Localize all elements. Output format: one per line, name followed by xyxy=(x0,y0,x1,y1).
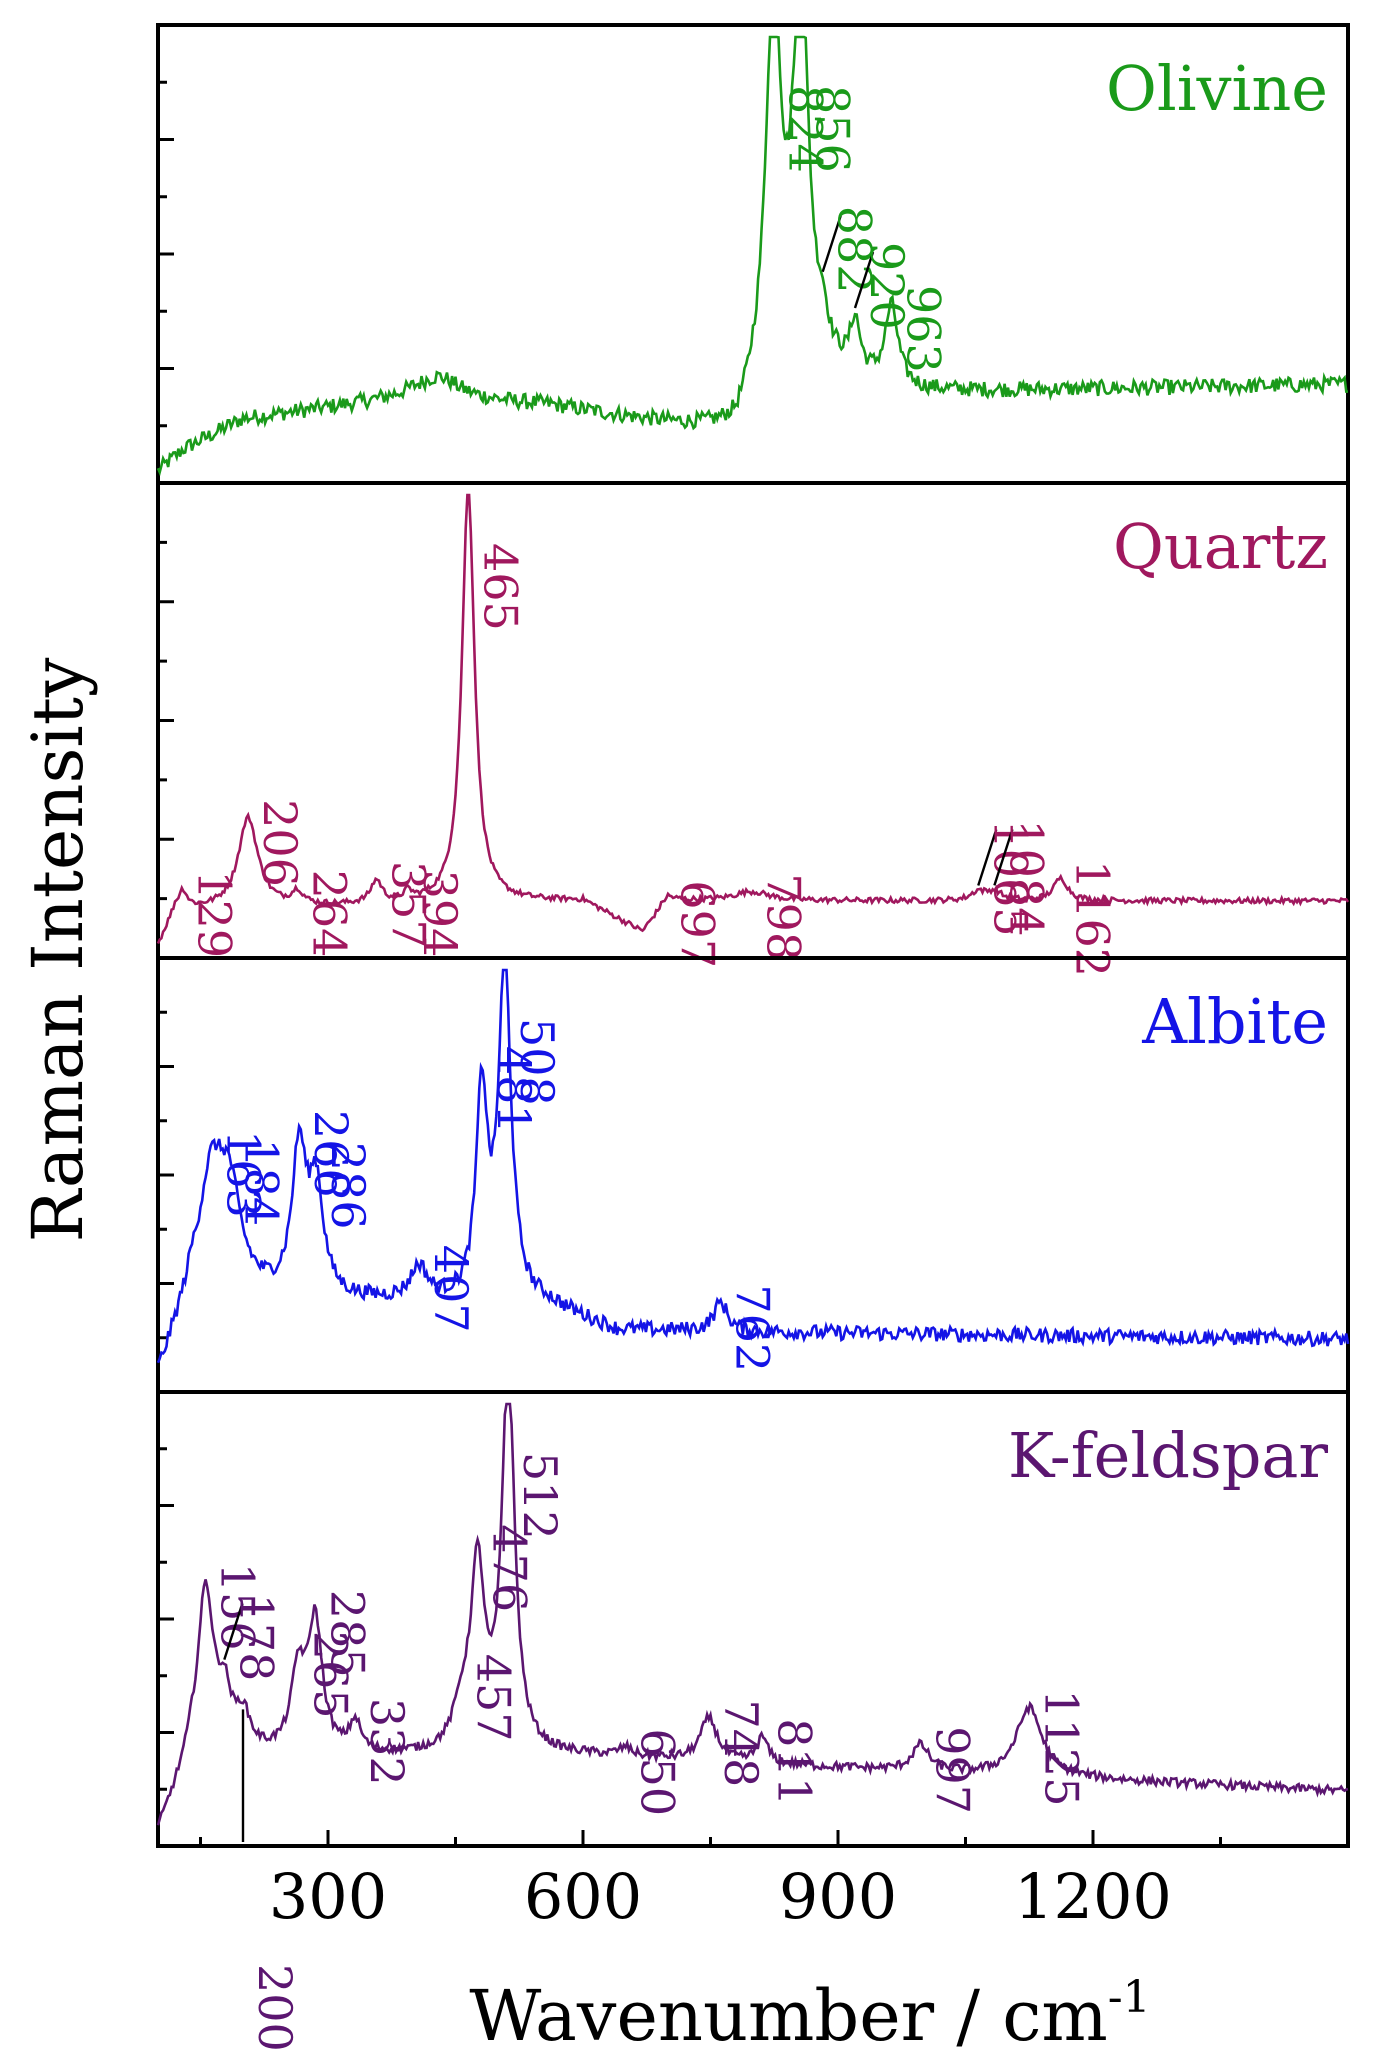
peak-label: 178 xyxy=(229,1594,283,1682)
series-line-albite xyxy=(156,968,1350,1364)
peak-leader-line xyxy=(223,1603,244,1660)
peak-label: 748 xyxy=(714,1700,768,1788)
x-axis-label-text: Wavenumber / cm xyxy=(469,1975,1107,2056)
peak-label: 266 xyxy=(304,1110,358,1198)
peak-label: 963 xyxy=(897,285,951,373)
series-line-quartz xyxy=(156,493,1350,945)
peak-label: 920 xyxy=(860,242,914,330)
peak-label: 997 xyxy=(925,1726,979,1814)
peak-label: 407 xyxy=(424,1245,478,1333)
panel-title: Quartz xyxy=(1113,510,1328,583)
peak-label: 476 xyxy=(483,1524,537,1612)
peak-label: 156 xyxy=(211,1563,265,1651)
y-axis-label: Raman Intensity xyxy=(17,657,99,1242)
peak-label: 882 xyxy=(828,206,882,294)
panel-title: K-feldspar xyxy=(1008,1419,1328,1492)
peak-label: 457 xyxy=(466,1654,520,1742)
peak-label: 824 xyxy=(778,85,832,173)
peak-label: 285 xyxy=(320,1590,374,1678)
peak-label: 798 xyxy=(756,873,810,961)
peak-label: 508 xyxy=(510,1018,564,1106)
peak-label: 129 xyxy=(188,870,242,958)
x-axis-label: Wavenumber / cm-1 xyxy=(469,1972,1150,2056)
x-tick-label: 1200 xyxy=(1014,1860,1172,1933)
peak-label: 762 xyxy=(726,1284,780,1372)
x-tick-label: 600 xyxy=(524,1860,642,1933)
peak-label: 200 xyxy=(248,1964,302,2052)
peak-label: 206 xyxy=(253,799,307,887)
peak-label: 332 xyxy=(360,1698,414,1786)
peak-label: 465 xyxy=(473,543,527,631)
peak-label: 265 xyxy=(303,1631,357,1719)
peak-label: 856 xyxy=(806,85,860,173)
peak-label: 1125 xyxy=(1034,1689,1088,1806)
peak-label: 286 xyxy=(321,1142,375,1230)
peak-label: 357 xyxy=(382,861,436,949)
x-axis-label-superscript: -1 xyxy=(1108,1972,1151,2023)
x-tick-label: 300 xyxy=(269,1860,387,1933)
peak-label: 163 xyxy=(217,1130,271,1218)
peak-label: 481 xyxy=(487,1046,541,1134)
panel-title: Albite xyxy=(1141,985,1328,1058)
series-line-k-feldspar xyxy=(156,1402,1349,1826)
peak-label: 512 xyxy=(513,1452,567,1540)
peak-label: 697 xyxy=(671,880,725,968)
peak-leader-line xyxy=(821,215,842,273)
peak-leader-line xyxy=(977,829,998,886)
peak-leader-line xyxy=(993,829,1014,886)
peak-label: 650 xyxy=(631,1728,685,1816)
peak-label: 811 xyxy=(767,1718,821,1806)
x-tick-label: 900 xyxy=(779,1860,897,1933)
peak-label: 264 xyxy=(302,870,356,958)
panel-title: Olivine xyxy=(1106,52,1328,125)
peak-label: 184 xyxy=(234,1138,288,1226)
series-line-olivine xyxy=(156,35,1349,477)
peak-leader-line xyxy=(853,251,875,309)
peak-label: 1084 xyxy=(999,819,1053,936)
peak-label: 394 xyxy=(413,870,467,958)
